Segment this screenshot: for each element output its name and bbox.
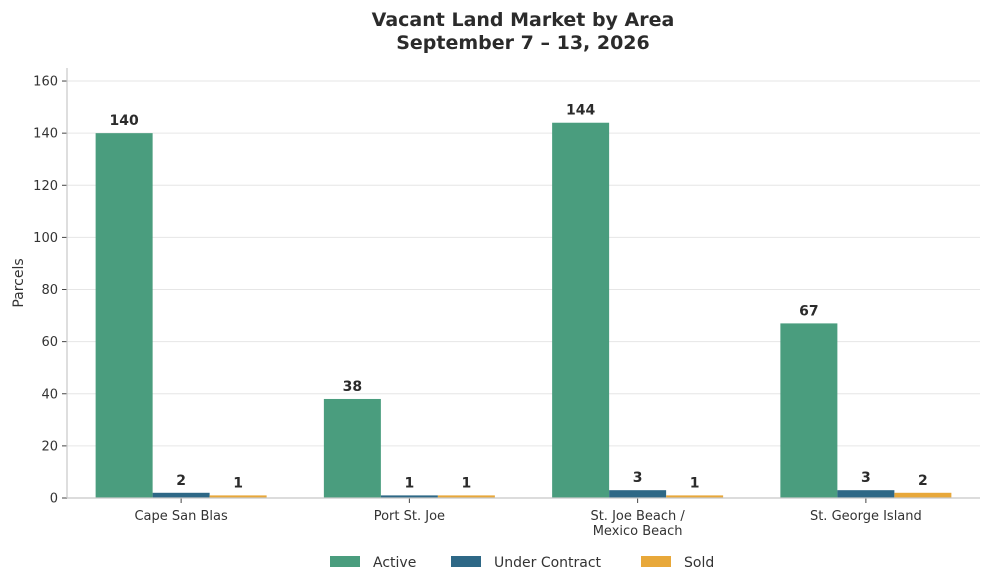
data-label: 1 bbox=[233, 475, 243, 491]
y-tick-label: 160 bbox=[33, 75, 58, 90]
bar-under-contract bbox=[152, 492, 210, 498]
bar-active bbox=[552, 122, 610, 499]
data-label: 38 bbox=[343, 379, 362, 395]
bar-sold bbox=[437, 495, 495, 498]
data-label: 3 bbox=[633, 470, 643, 486]
bars bbox=[95, 122, 952, 499]
data-label: 67 bbox=[799, 303, 818, 319]
data-labels: 140 2 1 38 1 1 144 3 1 67 3 2 bbox=[110, 103, 928, 492]
x-axis: Cape San Blas Port St. Joe St. Joe Beach /… bbox=[67, 497, 980, 539]
x-tick-label: Mexico Beach bbox=[593, 524, 683, 539]
bar-active bbox=[95, 133, 153, 498]
data-label: 140 bbox=[110, 113, 139, 129]
legend-label: Under Contract bbox=[494, 555, 602, 571]
chart-title-line: September 7 – 13, 2026 bbox=[396, 32, 650, 54]
legend: Active Under Contract Sold bbox=[330, 555, 714, 571]
data-label: 1 bbox=[405, 475, 415, 491]
bar-sold bbox=[894, 492, 952, 498]
y-tick-label: 80 bbox=[41, 283, 58, 298]
legend-swatch bbox=[451, 556, 481, 567]
data-label: 1 bbox=[462, 475, 472, 491]
y-tick-label: 140 bbox=[33, 127, 58, 142]
y-tick-label: 20 bbox=[41, 439, 58, 454]
y-axis-label: Parcels bbox=[11, 258, 27, 307]
y-axis: 0 20 40 60 80 100 120 140 160 bbox=[33, 68, 68, 507]
data-label: 144 bbox=[566, 103, 595, 119]
bar-active bbox=[780, 323, 838, 498]
chart-title-line: Vacant Land Market by Area bbox=[372, 9, 675, 31]
y-tick-label: 40 bbox=[41, 387, 58, 402]
bar-sold bbox=[209, 495, 267, 498]
legend-label: Active bbox=[373, 555, 416, 571]
bar-under-contract bbox=[380, 495, 438, 498]
y-tick-label: 0 bbox=[50, 492, 58, 507]
x-tick-label: Port St. Joe bbox=[374, 509, 445, 524]
gridlines bbox=[67, 80, 980, 447]
bar-under-contract bbox=[609, 490, 667, 498]
bar-sold bbox=[666, 495, 724, 498]
x-tick-label: Cape San Blas bbox=[134, 509, 228, 524]
legend-label: Sold bbox=[684, 555, 714, 571]
x-tick-label: St. Joe Beach / bbox=[590, 509, 685, 524]
data-label: 2 bbox=[176, 473, 186, 489]
y-tick-label: 60 bbox=[41, 335, 58, 350]
data-label: 1 bbox=[690, 475, 700, 491]
y-tick-label: 100 bbox=[33, 231, 58, 246]
bar-under-contract bbox=[837, 490, 895, 498]
legend-swatch bbox=[330, 556, 360, 567]
legend-swatch bbox=[641, 556, 671, 567]
data-label: 2 bbox=[918, 473, 928, 489]
data-label: 3 bbox=[861, 470, 871, 486]
bar-active bbox=[323, 398, 381, 498]
y-tick-label: 120 bbox=[33, 179, 58, 194]
x-tick-label: St. George Island bbox=[810, 509, 922, 524]
